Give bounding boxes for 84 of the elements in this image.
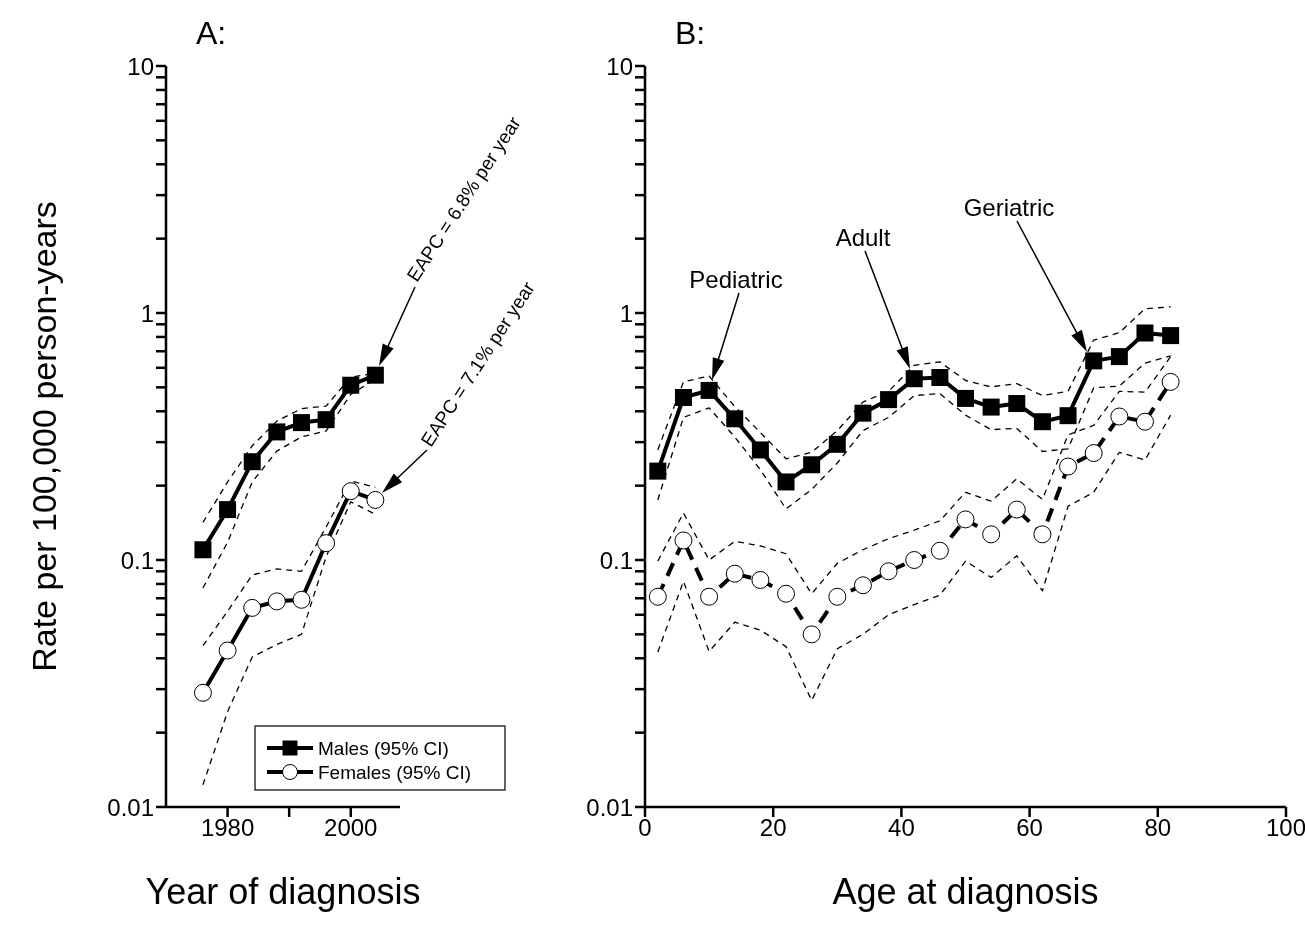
point <box>700 587 719 606</box>
point <box>905 551 924 569</box>
point <box>1110 348 1128 366</box>
point <box>957 389 974 407</box>
x-axis-title: Age at diagnosis <box>832 871 1099 912</box>
point <box>931 369 949 387</box>
x-tick-label: 0 <box>638 814 652 842</box>
point <box>341 482 360 501</box>
annotation: Pediatric <box>689 266 783 293</box>
y-tick-label: 1 <box>140 299 154 327</box>
point <box>1033 413 1051 431</box>
point <box>1059 457 1078 476</box>
point <box>1084 444 1103 463</box>
annotation: Adult <box>835 224 891 251</box>
legend-label: Males (95% CI) <box>318 738 449 759</box>
legend-label: Females (95% CI) <box>318 762 472 783</box>
y-tick-label: 0.1 <box>120 546 154 574</box>
point <box>1008 395 1026 413</box>
point <box>956 510 975 529</box>
point <box>243 598 262 617</box>
point <box>726 410 744 428</box>
point <box>905 370 923 388</box>
point <box>194 541 212 559</box>
point <box>854 404 872 422</box>
point <box>828 587 847 606</box>
x-tick-label: 60 <box>1016 814 1043 842</box>
point <box>219 501 237 519</box>
point <box>218 641 237 660</box>
x-tick-label: 40 <box>888 814 915 842</box>
point <box>880 391 898 409</box>
point <box>674 531 693 550</box>
point <box>366 490 385 509</box>
point <box>317 411 335 429</box>
point <box>342 376 360 394</box>
x-tick-label: 20 <box>759 814 787 842</box>
y-tick-label: 1 <box>619 299 633 327</box>
point <box>1136 324 1154 342</box>
point <box>700 381 718 399</box>
y-axis-title: Rate per 100,000 person-years <box>25 201 63 672</box>
point <box>1085 352 1103 370</box>
x-tick-label: 80 <box>1144 814 1172 842</box>
point <box>802 625 821 644</box>
point <box>292 414 310 432</box>
point <box>674 388 692 406</box>
y-tick-label: 10 <box>606 52 633 80</box>
point <box>853 576 872 595</box>
point <box>317 534 336 553</box>
chart-title: A: <box>196 15 227 51</box>
y-tick-label: 0.01 <box>107 793 154 821</box>
point <box>268 423 286 441</box>
point <box>193 683 212 702</box>
point <box>725 564 744 583</box>
point <box>982 398 1000 416</box>
point <box>751 570 770 589</box>
point <box>982 525 1001 544</box>
x-axis-title: Year of diagnosis <box>145 871 421 912</box>
point <box>777 584 796 603</box>
point <box>243 453 261 471</box>
x-tick-label: 2000 <box>324 814 378 842</box>
point <box>292 590 311 609</box>
point <box>803 456 821 474</box>
point <box>649 462 667 480</box>
chart-title: B: <box>675 15 706 51</box>
y-tick-label: 0.1 <box>599 546 633 574</box>
point <box>1162 327 1180 345</box>
point <box>930 541 949 560</box>
x-tick-label: 1980 <box>200 814 255 842</box>
point <box>366 366 384 384</box>
point <box>879 562 898 581</box>
point <box>1007 500 1026 519</box>
point <box>1135 412 1154 431</box>
annotation: Geriatric <box>963 194 1055 221</box>
y-tick-label: 10 <box>127 52 154 80</box>
point <box>1059 407 1077 425</box>
point <box>751 441 769 459</box>
line-series <box>657 414 1172 702</box>
point <box>648 587 667 606</box>
point <box>267 592 286 611</box>
y-tick-label: 0.01 <box>586 793 633 821</box>
point <box>1033 525 1052 544</box>
x-tick-label: 100 <box>1265 814 1305 842</box>
point <box>828 435 846 453</box>
point <box>1110 407 1129 426</box>
point <box>777 473 795 491</box>
